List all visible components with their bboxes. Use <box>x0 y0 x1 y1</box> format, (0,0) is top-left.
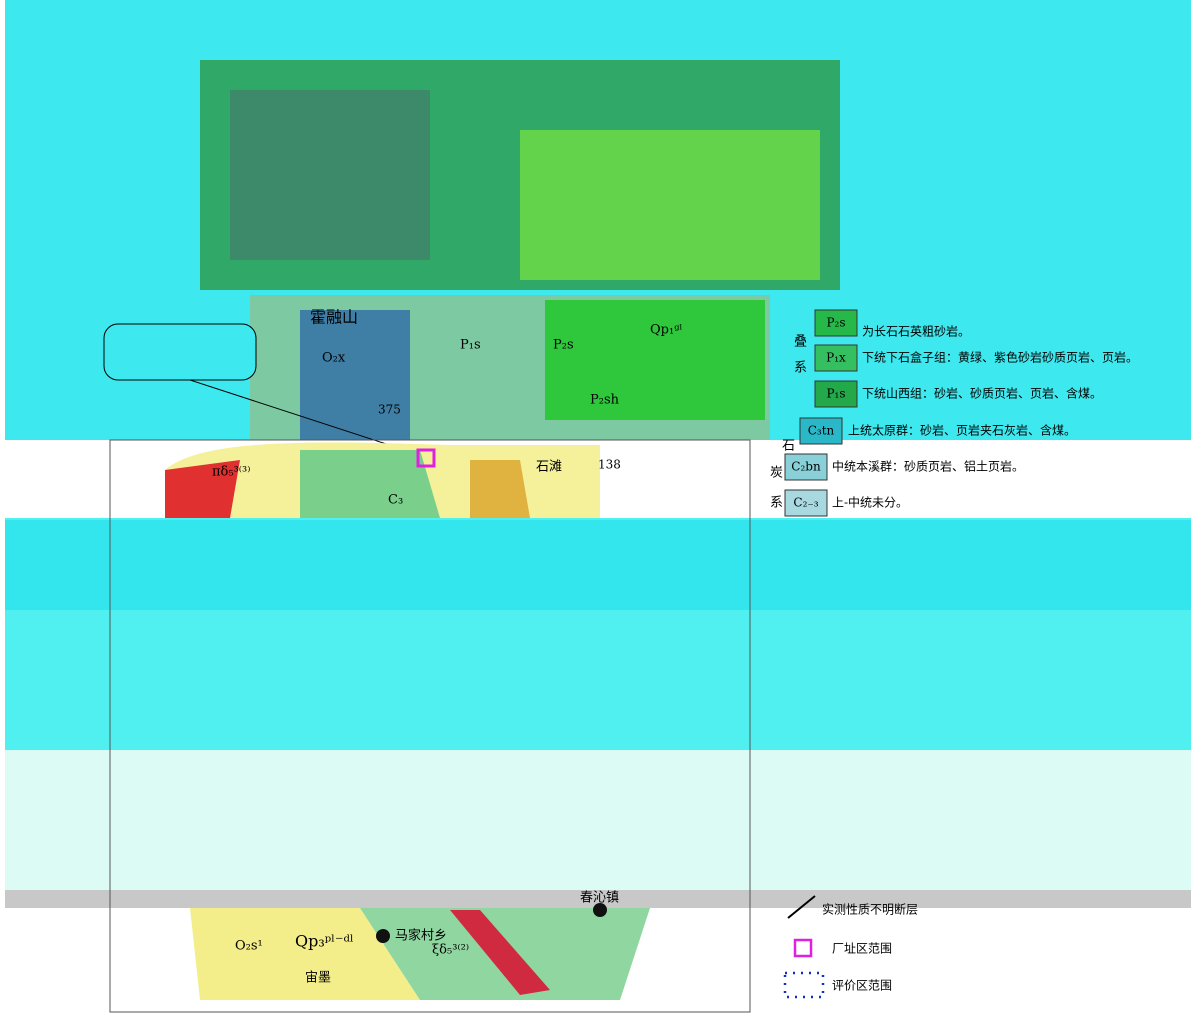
legend-code: P₁x <box>826 351 846 365</box>
map-label: 138 <box>598 458 621 472</box>
map-frame <box>109 439 751 1013</box>
legend-system: 石 <box>782 439 795 454</box>
map-label: P₂s <box>553 338 574 353</box>
glitch-band <box>5 750 1191 890</box>
map-unit <box>470 460 530 518</box>
legend-swatch <box>784 489 828 517</box>
map-unit <box>190 908 420 1000</box>
map-label: 石滩 <box>536 460 562 475</box>
callout-line <box>189 379 421 456</box>
legend-text: 厂址区范围 <box>832 942 892 956</box>
map-label: 霍融山 <box>310 308 358 327</box>
legend-text: 下统山西组：砂岩、砂质页岩、页岩、含煤。 <box>862 386 1102 401</box>
legend-text: 上统太原群：砂岩、页岩夹石灰岩、含煤。 <box>848 423 1076 438</box>
legend-text: 下统下石盒子组：黄绿、紫色砂岩砂质页岩、页岩。 <box>862 350 1138 365</box>
legend-swatch <box>814 344 858 372</box>
map-unit <box>165 460 240 518</box>
map-unit <box>450 910 550 995</box>
legend-text: 中统本溪群：砂质页岩、铝土页岩。 <box>832 459 1024 474</box>
legend-code: C₃tn <box>808 424 835 438</box>
legend-system: 系 <box>770 496 783 511</box>
map-label: ξδ₅³⁽²⁾ <box>432 943 469 958</box>
legend-system: 系 <box>794 361 807 376</box>
legend-system: 炭 <box>770 466 783 481</box>
map-label: 马家村乡 <box>395 928 447 944</box>
legend-swatch <box>784 453 828 481</box>
legend-system: 叠 <box>794 335 807 350</box>
map-fragment <box>300 310 410 440</box>
site-marker <box>416 448 436 468</box>
map-label: P₁s <box>460 338 481 353</box>
map-label: πδ₅³⁽³⁾ <box>212 465 250 480</box>
legend-code: C₂bn <box>791 460 821 474</box>
fault-symbol <box>787 895 816 919</box>
legend-swatch <box>799 417 843 445</box>
site-symbol <box>793 938 813 958</box>
legend-text: 为长石石英粗砂岩。 <box>862 324 970 339</box>
map-label: 春沁镇 <box>580 891 619 906</box>
town-dot <box>376 929 390 943</box>
legend-swatch <box>814 380 858 408</box>
map-label: O₂x <box>322 351 346 366</box>
legend-swatch <box>814 309 858 337</box>
area-symbol <box>783 971 825 999</box>
map-unit <box>300 450 440 518</box>
map-fragment <box>520 130 820 280</box>
map-fragment <box>230 90 430 260</box>
glitch-band <box>5 890 1191 908</box>
legend-code: C₂₋₃ <box>793 496 818 510</box>
map-label: C₃ <box>388 493 403 508</box>
callout <box>103 323 257 381</box>
map-label: O₂s¹ <box>235 939 263 954</box>
legend-code: P₂s <box>826 316 845 330</box>
town-dot <box>593 903 607 917</box>
map-label: P₂sh <box>590 393 620 408</box>
glitch-band <box>5 520 1191 610</box>
map-label: 375 <box>378 403 401 417</box>
legend-text: 评价区范围 <box>832 979 892 993</box>
map-fragment <box>545 300 765 420</box>
legend-text: 上-中统未分。 <box>832 495 908 510</box>
map-label: 宙墨 <box>305 971 331 986</box>
legend-code: P₁s <box>826 387 845 401</box>
legend-text: 实测性质不明断层 <box>822 902 918 917</box>
map-label: Qp₁ᵍˡ <box>650 323 683 338</box>
map-label: Qp₃ᵖˡ⁻ᵈˡ <box>295 932 354 951</box>
